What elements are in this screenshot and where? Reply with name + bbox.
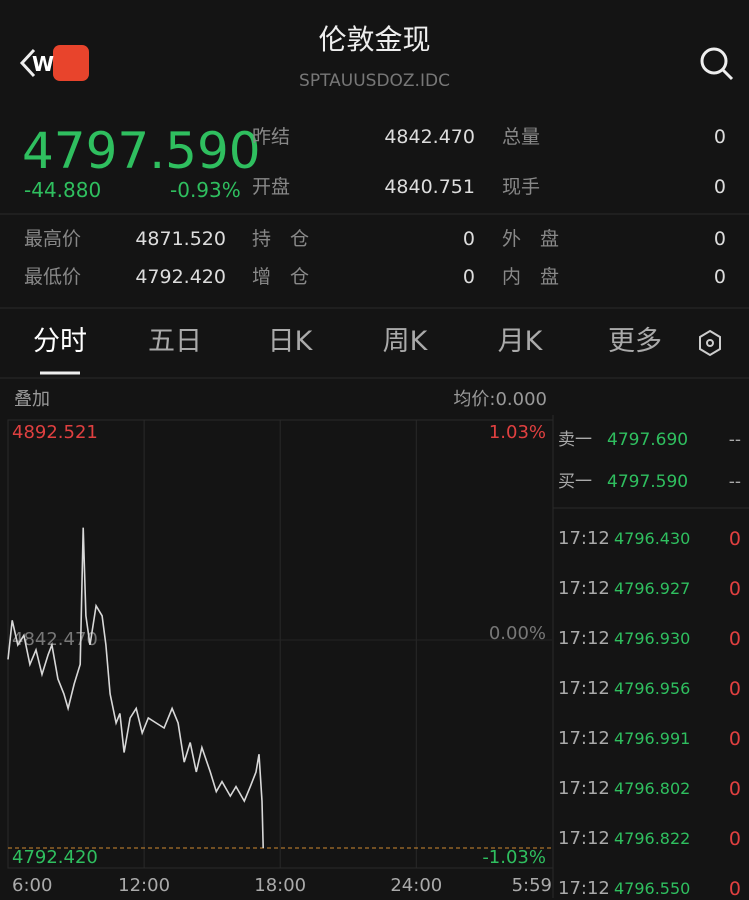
- y-tick-label: 4792.420: [12, 847, 98, 868]
- trade-volume: 0: [728, 828, 741, 850]
- stat-value: 4840.751: [384, 176, 475, 198]
- y-tick-label: 4892.521: [12, 422, 98, 443]
- x-tick-label: 12:00: [118, 875, 170, 896]
- y2-tick-label: 1.03%: [489, 422, 546, 443]
- trade-time: 17:12: [558, 728, 610, 749]
- tab[interactable]: 日K: [267, 326, 313, 357]
- stat-label: 外 盘: [502, 228, 560, 250]
- trade-volume: 0: [728, 678, 741, 700]
- trade-time: 17:12: [558, 628, 610, 649]
- overlay-button[interactable]: 叠加: [14, 389, 50, 410]
- trade-time: 17:12: [558, 528, 610, 549]
- trade-price: 4796.956: [614, 679, 691, 698]
- trade-time: 17:12: [558, 878, 610, 899]
- tab[interactable]: 分时: [33, 326, 87, 357]
- logo-text: W: [31, 52, 55, 76]
- x-tick-label: 18:00: [254, 875, 306, 896]
- x-tick-label: 6:00: [12, 875, 52, 896]
- stat-value: 0: [713, 176, 726, 198]
- settings-icon[interactable]: [706, 339, 714, 347]
- stat-value: 4792.420: [135, 266, 226, 288]
- stat-label: 总量: [502, 126, 541, 148]
- tab[interactable]: 周K: [382, 326, 428, 357]
- order-label: 买一: [558, 472, 592, 492]
- stat-value: 0: [462, 266, 475, 288]
- trade-price: 4796.927: [614, 579, 691, 598]
- search-icon[interactable]: [721, 68, 734, 81]
- trade-price: 4796.802: [614, 779, 691, 798]
- order-label: 卖一: [558, 430, 592, 450]
- y2-tick-label: 0.00%: [489, 623, 546, 644]
- change: -44.880: [24, 178, 102, 202]
- trade-time: 17:12: [558, 828, 610, 849]
- change-pct: -0.93%: [170, 178, 241, 202]
- stat-label: 持 仓: [252, 228, 310, 250]
- stat-label: 昨结: [252, 126, 291, 148]
- stat-label: 增 仓: [252, 266, 310, 288]
- price-line: [7, 527, 264, 849]
- title: 伦敦金现: [318, 23, 431, 56]
- back-icon[interactable]: [19, 48, 36, 78]
- trade-volume: 0: [728, 528, 741, 550]
- y2-tick-label: -1.03%: [482, 847, 546, 868]
- trade-price: 4796.930: [614, 629, 691, 648]
- tab[interactable]: 月K: [497, 326, 543, 357]
- order-price: 4797.590: [607, 472, 689, 492]
- trade-price: 4796.430: [614, 529, 691, 548]
- stat-value: 4871.520: [135, 228, 226, 250]
- order-price: 4797.690: [607, 430, 689, 450]
- subtitle: SPTAUUSDOZ.IDC: [299, 71, 450, 91]
- stat-value: 0: [462, 228, 475, 250]
- stat-label: 开盘: [252, 176, 291, 198]
- trade-price: 4796.991: [614, 729, 691, 748]
- trade-volume: 0: [728, 628, 741, 650]
- stat-label: 现手: [502, 176, 541, 198]
- order-volume: --: [728, 472, 741, 492]
- trade-volume: 0: [728, 728, 741, 750]
- stat-value: 0: [713, 228, 726, 250]
- stat-value: 4842.470: [384, 126, 475, 148]
- trade-time: 17:12: [558, 678, 610, 699]
- stat-label: 最高价: [24, 228, 82, 250]
- tab[interactable]: 五日: [148, 326, 202, 357]
- trade-volume: 0: [728, 578, 741, 600]
- stat-label: 最低价: [24, 266, 82, 288]
- stat-label: 内 盘: [502, 266, 560, 288]
- trade-volume: 0: [728, 878, 741, 900]
- y-tick-label: 4842.470: [12, 629, 98, 650]
- trade-time: 17:12: [558, 778, 610, 799]
- x-tick-label: 24:00: [390, 875, 442, 896]
- trade-time: 17:12: [558, 578, 610, 599]
- stat-value: 0: [713, 126, 726, 148]
- stat-value: 0: [713, 266, 726, 288]
- search-icon[interactable]: [700, 47, 728, 75]
- order-volume: --: [728, 430, 741, 450]
- price: 4797.590: [22, 122, 261, 180]
- logo: [53, 45, 89, 81]
- tab[interactable]: 更多: [608, 326, 662, 357]
- trade-price: 4796.550: [614, 879, 691, 898]
- settings-icon[interactable]: [699, 329, 721, 357]
- x-tick-label: 5:59: [512, 875, 552, 896]
- avg-price: 均价:0.000: [453, 389, 547, 410]
- trade-volume: 0: [728, 778, 741, 800]
- trade-price: 4796.822: [614, 829, 691, 848]
